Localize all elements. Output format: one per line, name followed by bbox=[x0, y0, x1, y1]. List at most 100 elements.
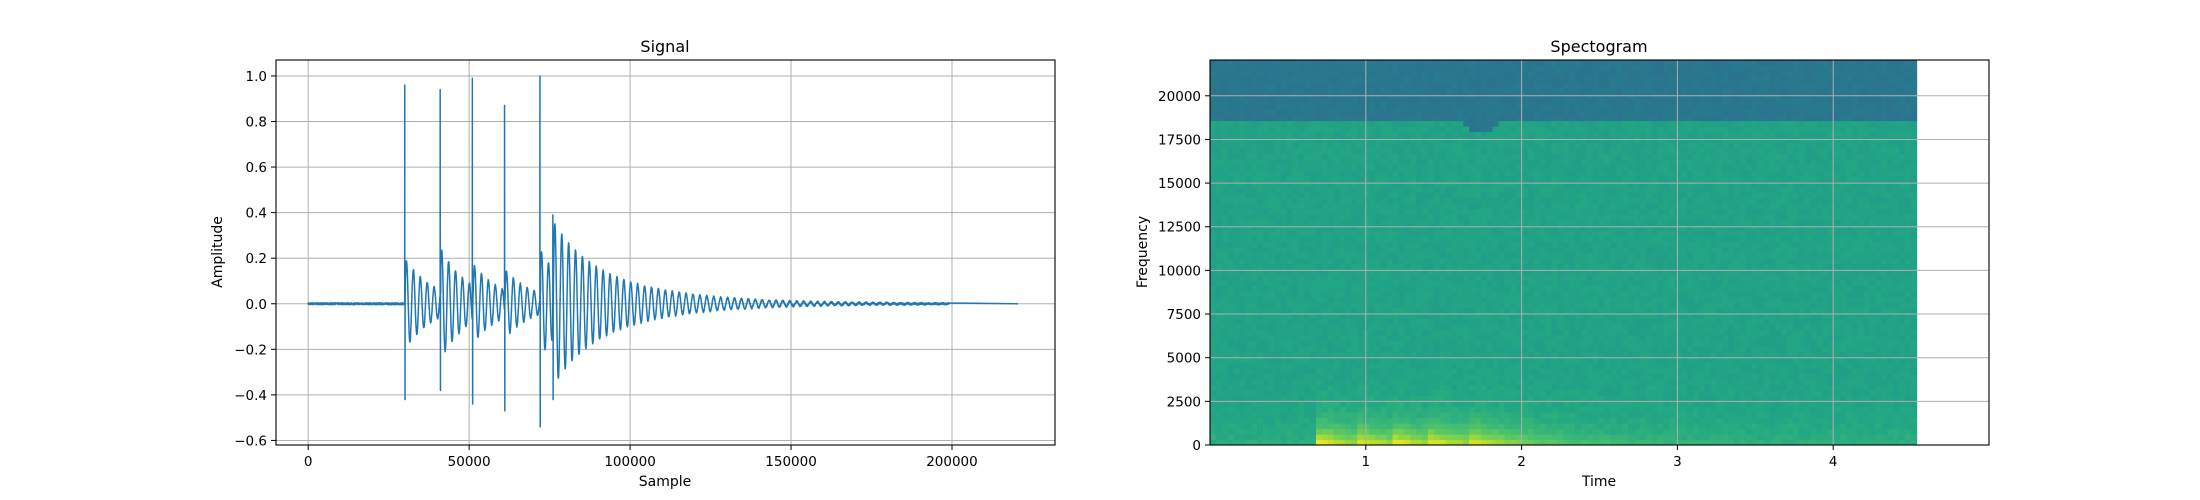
spectrogram-cell bbox=[1321, 428, 1329, 435]
spectrogram-cell bbox=[1262, 274, 1270, 281]
spectrogram-cell bbox=[1586, 159, 1594, 166]
spectrogram-cell bbox=[1221, 307, 1229, 314]
spectrogram-cell bbox=[1227, 313, 1235, 320]
spectrogram-cell bbox=[1321, 82, 1329, 89]
spectrogram-cell bbox=[1569, 346, 1576, 353]
spectrogram-cell bbox=[1504, 390, 1511, 397]
spectrogram-cell bbox=[1321, 87, 1329, 94]
spectrogram-cell bbox=[1533, 214, 1541, 221]
spectrogram-cell bbox=[1580, 329, 1588, 336]
spectrogram-cell bbox=[1486, 434, 1494, 441]
spectrogram-cell bbox=[1439, 148, 1447, 155]
spectrogram-cell bbox=[1492, 247, 1500, 254]
spectrogram-cell bbox=[1439, 390, 1447, 397]
spectrogram-cell bbox=[1239, 280, 1246, 287]
spectrogram-cell bbox=[1239, 192, 1246, 199]
spectrogram-cell bbox=[1486, 60, 1494, 67]
spectrogram-cell bbox=[1498, 164, 1505, 171]
spectrogram-cell bbox=[1304, 247, 1311, 254]
spectrogram-cell bbox=[1545, 384, 1553, 391]
spectrogram-cell bbox=[1504, 434, 1511, 441]
spectrogram-cell bbox=[1410, 274, 1417, 281]
spectrogram-cell bbox=[1298, 104, 1305, 111]
spectrogram-cell bbox=[1245, 186, 1252, 193]
spectrogram-cell bbox=[1227, 329, 1235, 336]
spectrogram-cell bbox=[1480, 351, 1488, 358]
spectrogram-cell bbox=[1580, 269, 1588, 276]
spectrogram-cell bbox=[1327, 401, 1335, 408]
spectrogram-cell bbox=[1262, 401, 1270, 408]
spectrogram-cell bbox=[1510, 368, 1517, 375]
spectrogram-cell bbox=[1239, 219, 1246, 226]
spectrogram-cell bbox=[1227, 247, 1235, 254]
spectrogram-cell bbox=[1433, 137, 1441, 144]
spectrogram-cell bbox=[1463, 230, 1470, 237]
spectrogram-cell bbox=[1539, 307, 1547, 314]
spectrogram-cell bbox=[1492, 373, 1500, 380]
spectrogram-cell bbox=[1545, 109, 1553, 116]
spectrogram-cell bbox=[1498, 296, 1505, 303]
spectrogram-cell bbox=[1616, 439, 1623, 445]
spectrogram-cell bbox=[1439, 137, 1447, 144]
spectrogram-cell bbox=[1504, 302, 1511, 309]
spectrogram-cell bbox=[1622, 296, 1629, 303]
spectrogram-cell bbox=[1368, 296, 1376, 303]
spectrogram-cell bbox=[1245, 170, 1252, 177]
spectrogram-cell bbox=[1421, 307, 1429, 314]
spectrogram-cell bbox=[1398, 219, 1405, 226]
spectrogram-cell bbox=[1416, 401, 1423, 408]
spectrogram-cell bbox=[1533, 203, 1541, 210]
spectrogram-cell bbox=[1257, 164, 1264, 171]
spectrogram-cell bbox=[1380, 115, 1388, 122]
spectrogram-cell bbox=[1563, 335, 1570, 342]
spectrogram-cell bbox=[1380, 98, 1388, 105]
spectrogram-cell bbox=[1457, 269, 1464, 276]
spectrogram-cell bbox=[1398, 362, 1405, 369]
spectrogram-cell bbox=[1504, 87, 1511, 94]
spectrogram-cell bbox=[1227, 395, 1235, 402]
spectrogram-cell bbox=[1274, 379, 1282, 386]
spectrogram-cell bbox=[1480, 417, 1488, 424]
spectrogram-cell bbox=[1592, 357, 1600, 364]
spectrogram-cell bbox=[1610, 104, 1617, 111]
spectrogram-cell bbox=[1274, 214, 1282, 221]
spectrogram-cell bbox=[1522, 219, 1529, 226]
spectrogram-cell bbox=[1604, 291, 1611, 298]
spectrogram-cell bbox=[1604, 423, 1611, 430]
spectrogram-cell bbox=[1274, 131, 1282, 138]
spectrogram-cell bbox=[1457, 291, 1464, 298]
spectrogram-cell bbox=[1357, 274, 1364, 281]
spectrogram-cell bbox=[1563, 241, 1570, 248]
spectrogram-cell bbox=[1280, 236, 1288, 243]
spectrogram-cell bbox=[1368, 76, 1376, 83]
spectrogram-cell bbox=[1439, 285, 1447, 292]
spectrogram-cell bbox=[1575, 439, 1582, 445]
spectrogram-cell bbox=[1427, 98, 1435, 105]
spectrogram-cell bbox=[1239, 291, 1246, 298]
spectrogram-cell bbox=[1457, 258, 1464, 265]
spectrogram-cell bbox=[1480, 60, 1488, 67]
spectrogram-cell bbox=[1498, 280, 1505, 287]
spectrogram-cell bbox=[1616, 142, 1623, 149]
spectrogram-cell bbox=[1368, 269, 1376, 276]
spectrogram-cell bbox=[1616, 164, 1623, 171]
spectrogram-cell bbox=[1492, 395, 1500, 402]
spectrogram-cell bbox=[1622, 384, 1629, 391]
spectrogram-cell bbox=[1268, 291, 1276, 298]
spectrogram-cell bbox=[1315, 302, 1323, 309]
spectrogram-cell bbox=[1551, 247, 1558, 254]
spectrogram-cell bbox=[1333, 241, 1341, 248]
spectrogram-cell bbox=[1480, 379, 1488, 386]
spectrogram-cell bbox=[1351, 241, 1358, 248]
spectrogram-cell bbox=[1374, 423, 1382, 430]
spectrogram-cell bbox=[1292, 318, 1299, 325]
spectrogram-cell bbox=[1251, 148, 1258, 155]
spectrogram-cell bbox=[1210, 274, 1217, 281]
spectrogram-cell bbox=[1245, 368, 1252, 375]
spectrogram-cell bbox=[1580, 153, 1588, 160]
spectrogram-cell bbox=[1315, 120, 1323, 127]
spectrogram-cell bbox=[1533, 373, 1541, 380]
spectrogram-cell bbox=[1551, 302, 1558, 309]
spectrogram-cell bbox=[1416, 131, 1423, 138]
spectrogram-cell bbox=[1392, 247, 1400, 254]
